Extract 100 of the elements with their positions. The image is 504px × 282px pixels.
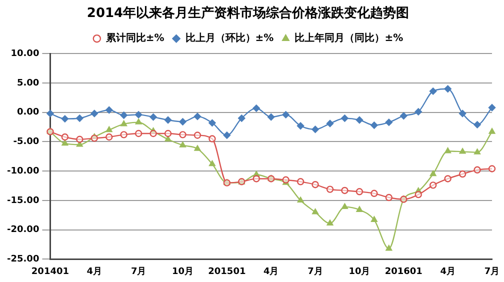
- x-tick-label: 201601: [384, 266, 422, 277]
- point: [76, 141, 83, 147]
- x-tick-label: 201401: [31, 266, 69, 277]
- point: [76, 136, 84, 143]
- y-tick-label: 5.00: [16, 78, 40, 88]
- point: [180, 142, 186, 148]
- y-tick-label: -10.00: [7, 166, 40, 176]
- point: [341, 186, 348, 194]
- y-tick-label: -5.00: [13, 137, 40, 148]
- point: [106, 106, 113, 114]
- point: [370, 216, 378, 222]
- point: [474, 148, 480, 154]
- y-tick-label: -25.00: [7, 254, 40, 265]
- point: [223, 132, 231, 139]
- point: [120, 112, 128, 119]
- point: [342, 203, 348, 210]
- point: [62, 140, 68, 146]
- x-tick-label: 4月: [86, 266, 102, 277]
- y-tick-label: -15.00: [7, 196, 40, 206]
- point: [312, 180, 319, 188]
- point: [296, 122, 304, 130]
- point: [312, 126, 319, 133]
- point: [208, 160, 216, 166]
- point: [164, 116, 172, 124]
- point: [194, 132, 202, 139]
- point: [90, 134, 98, 142]
- point: [135, 118, 142, 124]
- point: [194, 145, 201, 151]
- point: [194, 112, 202, 120]
- point: [252, 175, 260, 182]
- point: [179, 118, 186, 126]
- point: [429, 182, 437, 189]
- legend-label: 比上年同月（同比）±%: [294, 32, 404, 44]
- point: [282, 176, 290, 184]
- x-tick-label: 7月: [130, 266, 146, 277]
- x-tick-label: 10月: [172, 266, 194, 277]
- point: [429, 88, 437, 95]
- x-tick-label: 7月: [308, 266, 323, 277]
- point: [385, 118, 393, 126]
- point: [134, 130, 142, 138]
- point: [356, 206, 363, 212]
- point: [134, 111, 142, 118]
- point: [326, 220, 334, 226]
- point: [488, 104, 496, 112]
- point: [356, 116, 364, 124]
- point: [252, 104, 260, 112]
- point: [208, 135, 216, 142]
- point: [164, 130, 172, 138]
- x-tick-label: 4月: [440, 266, 456, 277]
- point: [430, 170, 436, 176]
- y-tick-label: 0.00: [16, 108, 40, 118]
- point: [444, 85, 452, 92]
- point: [444, 148, 452, 154]
- point: [253, 171, 260, 177]
- point: [474, 166, 481, 174]
- point: [106, 133, 113, 141]
- point: [341, 114, 348, 122]
- point: [326, 120, 334, 128]
- point: [106, 126, 112, 132]
- point: [386, 245, 392, 251]
- x-tick-label: 10月: [348, 266, 370, 277]
- point: [385, 194, 393, 202]
- point: [415, 187, 422, 194]
- point: [356, 188, 364, 196]
- point: [400, 112, 408, 120]
- point: [414, 190, 422, 198]
- point: [90, 110, 98, 118]
- point: [179, 131, 186, 138]
- point: [150, 113, 157, 121]
- point: [164, 136, 172, 142]
- point: [458, 110, 466, 118]
- point: [46, 110, 54, 118]
- x-tick-label: 7月: [484, 266, 500, 277]
- point: [120, 120, 128, 126]
- point: [238, 114, 246, 122]
- point: [150, 128, 156, 134]
- legend-label: 累计同比±%: [104, 32, 164, 44]
- point: [120, 131, 128, 138]
- x-tick-label: 201501: [208, 266, 246, 277]
- x-tick-label: 4月: [263, 266, 279, 277]
- point: [296, 178, 304, 186]
- y-tick-label: -20.00: [7, 225, 40, 236]
- chart-title: 2014年以来各月生产资料市场综合价格涨跌变化趋势图: [86, 5, 410, 22]
- point: [282, 179, 290, 185]
- point: [326, 186, 334, 193]
- point: [488, 128, 496, 134]
- point: [459, 148, 466, 154]
- point: [76, 114, 84, 122]
- point: [444, 175, 452, 182]
- point: [268, 113, 275, 121]
- point: [282, 111, 290, 118]
- point: [150, 130, 157, 138]
- point: [297, 196, 304, 203]
- point: [208, 119, 216, 127]
- point: [370, 122, 378, 129]
- point: [370, 190, 378, 198]
- legend-label: 比上月（环比）±%: [185, 32, 274, 44]
- point: [458, 170, 466, 178]
- point: [414, 108, 422, 116]
- point: [312, 208, 318, 214]
